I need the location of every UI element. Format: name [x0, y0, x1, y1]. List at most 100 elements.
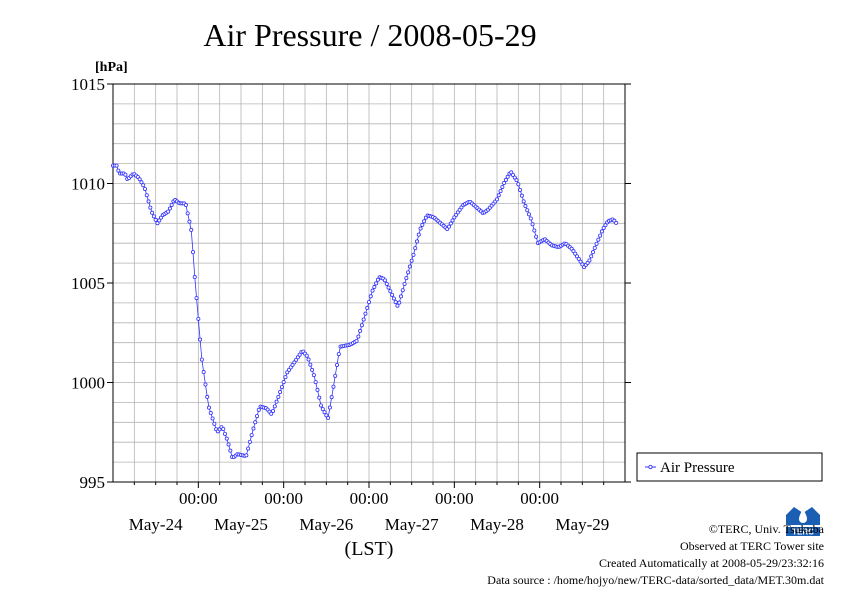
data-point — [247, 439, 252, 444]
data-point — [368, 294, 373, 299]
data-point — [393, 300, 398, 305]
data-point — [142, 186, 147, 191]
y-axis-unit: [hPa] — [95, 60, 128, 75]
data-point — [400, 288, 405, 293]
credit-source: Data source : /home/hojyo/new/TERC-data/… — [487, 573, 824, 587]
data-point — [270, 408, 275, 413]
data-point — [391, 296, 396, 301]
data-point — [361, 317, 366, 322]
data-point — [166, 209, 171, 214]
data-point — [224, 436, 229, 441]
data-point — [503, 177, 508, 182]
data-point — [519, 193, 524, 198]
data-point — [516, 182, 521, 187]
data-point — [397, 300, 402, 305]
credit-observed: Observed at TERC Tower site — [679, 539, 824, 553]
data-point — [137, 177, 142, 182]
data-point — [528, 216, 533, 221]
data-point — [294, 357, 299, 362]
y-tick-label: 1000 — [71, 374, 105, 393]
y-axis-ticks: 995 1000 1005 1010 1015 — [71, 75, 631, 492]
data-point — [306, 357, 311, 362]
data-point — [313, 380, 318, 385]
data-point — [226, 442, 231, 447]
data-point — [527, 212, 532, 217]
credit-copyright: ©TERC, Univ. Tsukuba — [708, 522, 824, 536]
data-point — [189, 227, 194, 232]
legend-label: Air Pressure — [660, 460, 735, 476]
data-point — [363, 311, 368, 316]
chart-title: Air Pressure / 2008-05-29 — [203, 17, 536, 53]
data-point — [534, 234, 539, 239]
x-day-label: May-25 — [214, 515, 268, 534]
data-point — [201, 370, 206, 375]
data-point — [530, 222, 535, 227]
data-point — [587, 258, 592, 263]
y-tick-label: 1005 — [71, 274, 105, 293]
data-point — [281, 380, 286, 385]
x-tick-label: 00:00 — [350, 489, 389, 508]
data-point — [494, 197, 499, 202]
data-point — [372, 285, 377, 290]
data-point — [327, 405, 332, 410]
data-point — [594, 241, 599, 246]
data-point — [406, 270, 411, 275]
data-point — [356, 334, 361, 339]
data-point — [331, 384, 336, 389]
data-point — [190, 250, 195, 255]
data-point — [185, 211, 190, 216]
data-point — [150, 210, 155, 215]
data-point — [514, 178, 519, 183]
legend-box — [636, 452, 823, 482]
data-point — [448, 221, 453, 226]
data-point — [502, 180, 507, 185]
data-point — [206, 405, 211, 410]
data-point — [334, 362, 339, 367]
data-point — [199, 357, 204, 362]
data-point — [276, 394, 281, 399]
data-point — [295, 355, 300, 360]
data-point — [575, 254, 580, 259]
data-point — [274, 399, 279, 404]
data-point — [578, 259, 583, 264]
data-point — [599, 229, 604, 234]
data-point — [521, 199, 526, 204]
data-point — [505, 174, 510, 179]
data-point — [603, 223, 608, 228]
y-tick-label: 995 — [80, 473, 106, 492]
data-point — [317, 395, 322, 400]
data-point — [272, 404, 277, 409]
data-point — [308, 362, 313, 367]
data-point — [404, 276, 409, 281]
x-tick-label: 00:00 — [264, 489, 303, 508]
data-point — [500, 184, 505, 189]
data-point — [446, 224, 451, 229]
data-point — [420, 222, 425, 227]
data-point — [139, 180, 144, 185]
data-point — [580, 262, 585, 267]
data-point — [598, 233, 603, 238]
data-point — [167, 206, 172, 211]
data-point — [169, 202, 174, 207]
x-tick-label: 00:00 — [179, 489, 218, 508]
data-point — [395, 303, 400, 308]
data-point — [146, 199, 151, 204]
data-point — [315, 387, 320, 392]
data-point — [333, 373, 338, 378]
x-tick-label: 00:00 — [520, 489, 559, 508]
data-point — [518, 187, 523, 192]
data-point — [592, 246, 597, 251]
x-day-label: May-28 — [470, 515, 524, 534]
data-point — [187, 219, 192, 224]
data-point — [222, 431, 227, 436]
data-point — [196, 316, 201, 321]
data-point — [198, 337, 203, 342]
x-day-label: May-26 — [299, 515, 353, 534]
data-point — [326, 415, 331, 420]
data-point — [525, 208, 530, 213]
data-point — [374, 281, 379, 286]
series-layer — [111, 163, 619, 460]
data-point — [354, 338, 359, 343]
data-point — [114, 163, 119, 168]
data-point — [365, 305, 370, 310]
